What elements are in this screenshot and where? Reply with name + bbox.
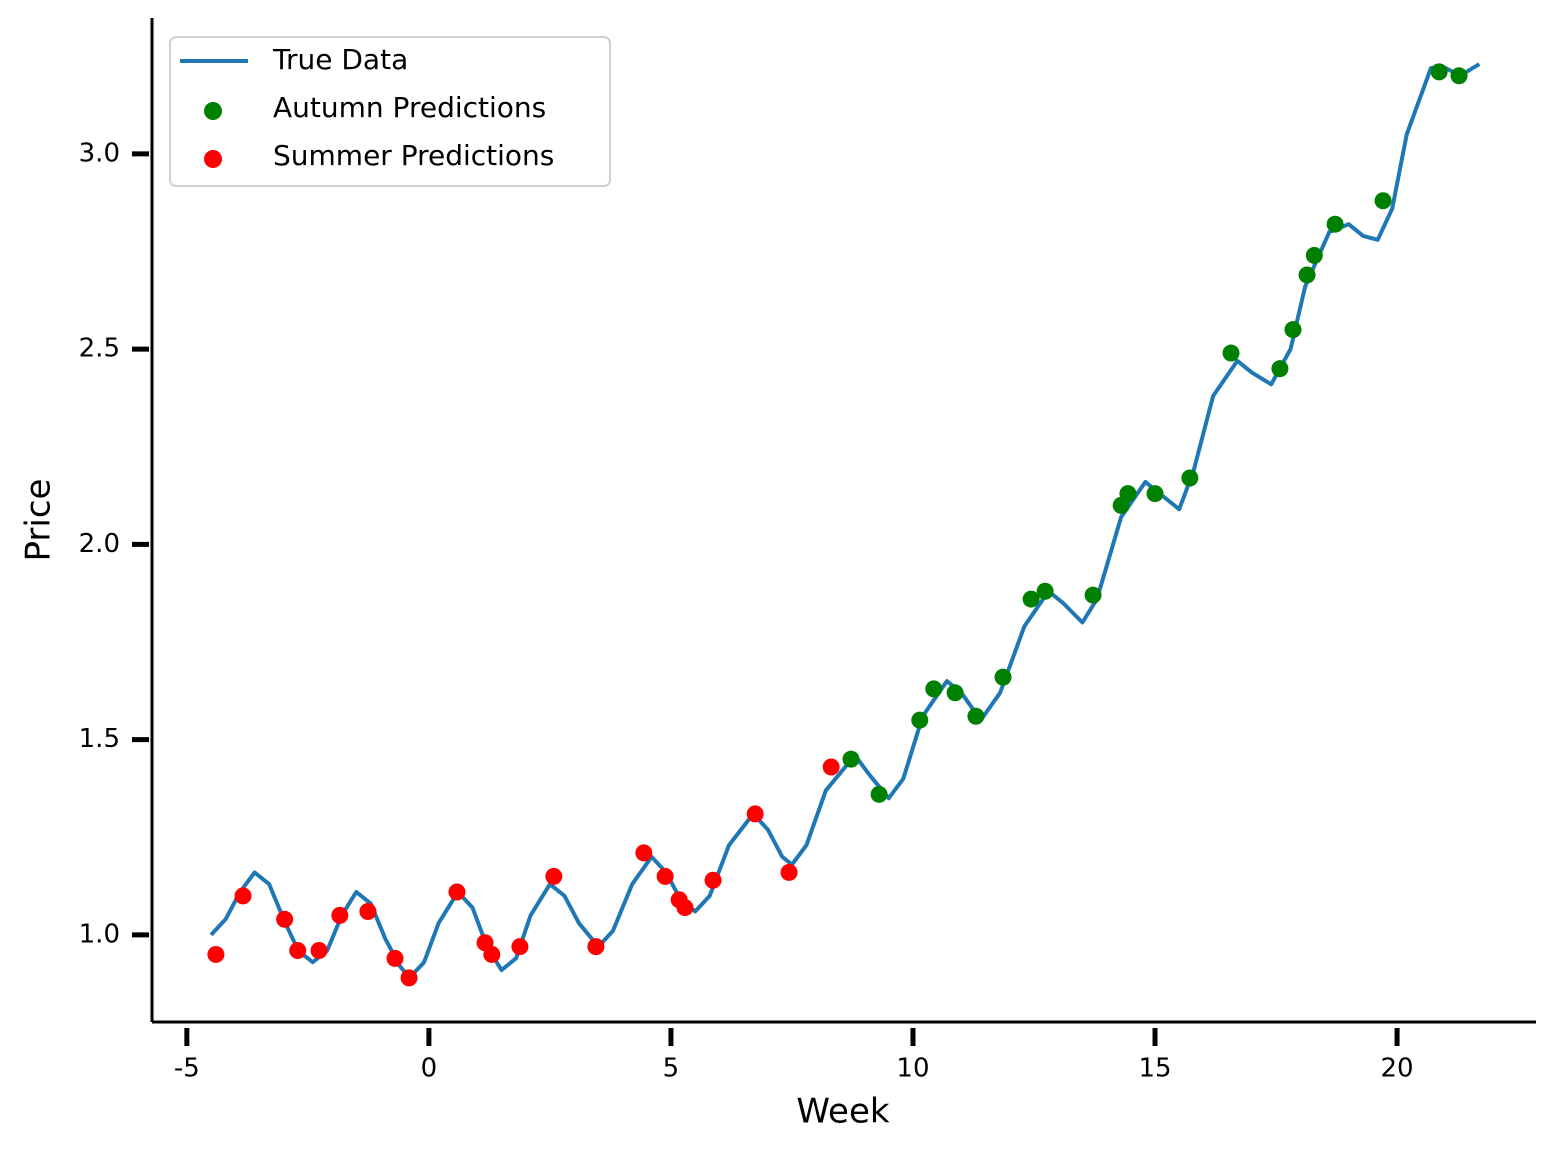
y-tick-label: 1.0 — [79, 919, 120, 949]
data-point — [1374, 192, 1392, 210]
data-point — [946, 684, 964, 702]
data-point — [704, 871, 722, 889]
y-tick-label: 2.0 — [79, 529, 120, 559]
data-point — [234, 887, 252, 905]
data-point — [676, 899, 694, 917]
x-tick-label: 20 — [1381, 1054, 1414, 1084]
legend-swatch — [204, 102, 222, 120]
y-tick-label: 1.5 — [79, 724, 120, 754]
data-line — [209, 62, 1481, 980]
legend-label: True Data — [272, 43, 408, 76]
data-point — [746, 805, 764, 823]
data-point — [386, 949, 404, 967]
data-point — [1036, 582, 1054, 600]
data-point — [1022, 590, 1040, 608]
x-tick-label: -5 — [174, 1054, 200, 1084]
data-point — [310, 942, 328, 960]
x-tick-label: 15 — [1138, 1054, 1171, 1084]
x-tick-label: 0 — [421, 1054, 438, 1084]
data-point — [448, 883, 466, 901]
legend-label: Autumn Predictions — [273, 91, 546, 124]
data-point — [635, 844, 653, 862]
data-point — [842, 750, 860, 768]
data-point — [925, 680, 943, 698]
data-point — [1271, 360, 1289, 378]
x-tick-label: 10 — [896, 1054, 929, 1084]
x-tick-label: 5 — [663, 1054, 680, 1084]
data-point — [511, 938, 529, 956]
y-tick-label: 3.0 — [79, 138, 120, 168]
data-point — [870, 785, 888, 803]
data-point — [1450, 67, 1468, 85]
data-point — [1430, 63, 1448, 81]
data-point — [276, 910, 294, 928]
data-point — [994, 668, 1012, 686]
legend-swatch — [204, 150, 222, 168]
data-point — [780, 863, 798, 881]
x-axis-label: Week — [796, 1092, 889, 1132]
data-point — [359, 902, 377, 920]
data-point — [1222, 344, 1240, 362]
y-axis-label: Price — [19, 479, 59, 562]
data-point — [207, 945, 225, 963]
data-point — [331, 906, 349, 924]
data-point — [967, 707, 985, 725]
data-point — [587, 938, 605, 956]
data-point — [400, 969, 418, 987]
data-point — [1084, 586, 1102, 604]
data-point — [1284, 321, 1302, 339]
data-point — [1146, 485, 1164, 503]
data-point — [545, 867, 563, 885]
data-point — [1326, 215, 1344, 233]
data-point — [656, 867, 674, 885]
legend-box — [169, 36, 611, 187]
data-point — [1305, 246, 1323, 264]
data-point — [1181, 469, 1199, 487]
data-point — [1119, 485, 1137, 503]
y-tick-label: 2.5 — [79, 334, 120, 364]
data-point — [822, 758, 840, 776]
data-point — [289, 942, 307, 960]
data-point — [911, 711, 929, 729]
data-point — [483, 945, 501, 963]
legend-label: Summer Predictions — [273, 139, 554, 172]
data-point — [1298, 266, 1316, 284]
